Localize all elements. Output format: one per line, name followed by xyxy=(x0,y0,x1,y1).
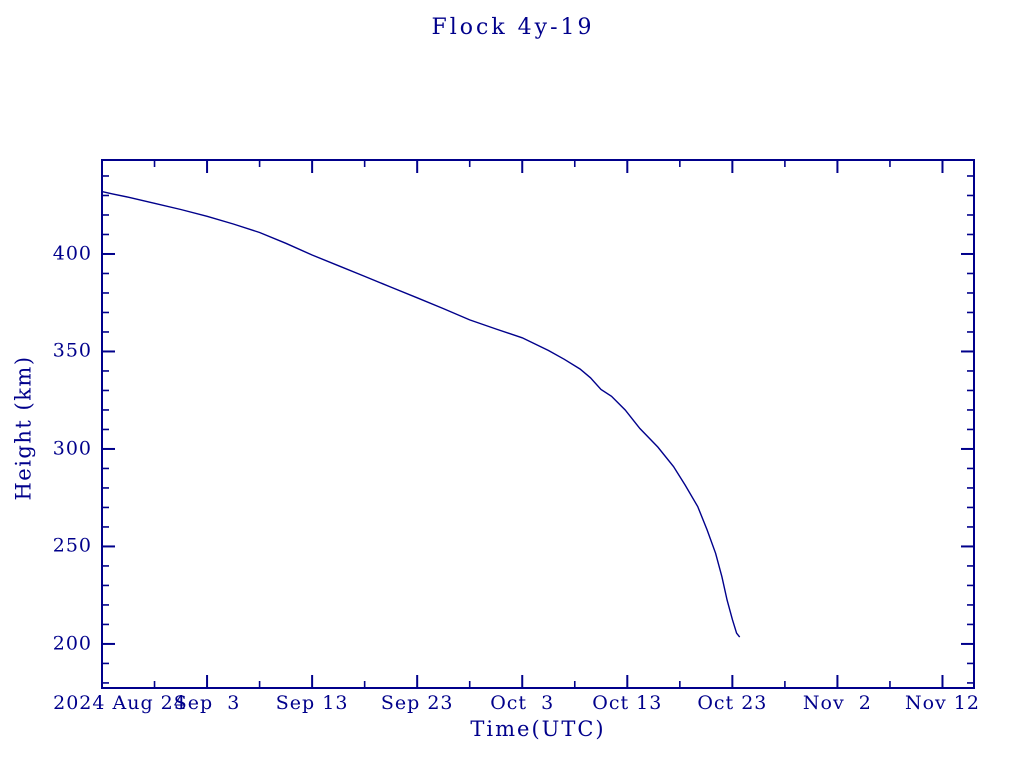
x-tick-label: Sep 23 xyxy=(380,692,454,714)
y-tick-label: 300 xyxy=(52,437,92,460)
x-tick-label: Oct 13 xyxy=(592,692,663,714)
axes-box xyxy=(101,159,975,689)
x-tick-label: Sep 13 xyxy=(275,692,349,714)
x-tick-label: Oct 23 xyxy=(697,692,768,714)
chart-title: Flock 4y-19 xyxy=(431,15,595,40)
x-tick-label: Sep 3 xyxy=(173,692,241,714)
x-tick-label: 2024 Aug 24 xyxy=(53,692,187,714)
x-tick-label: Nov 12 xyxy=(904,692,980,714)
y-tick-label: 350 xyxy=(52,339,92,362)
x-tick-label: Nov 2 xyxy=(802,692,872,714)
y-tick-label: 250 xyxy=(52,534,92,557)
x-axis-label: Time(UTC) xyxy=(470,717,606,741)
height-decay-curve xyxy=(101,190,741,638)
x-tick-label: Oct 3 xyxy=(490,692,555,714)
y-axis-label: Height (km) xyxy=(11,355,36,501)
y-tick-label: 200 xyxy=(52,632,92,655)
y-tick-label: 400 xyxy=(52,242,92,265)
